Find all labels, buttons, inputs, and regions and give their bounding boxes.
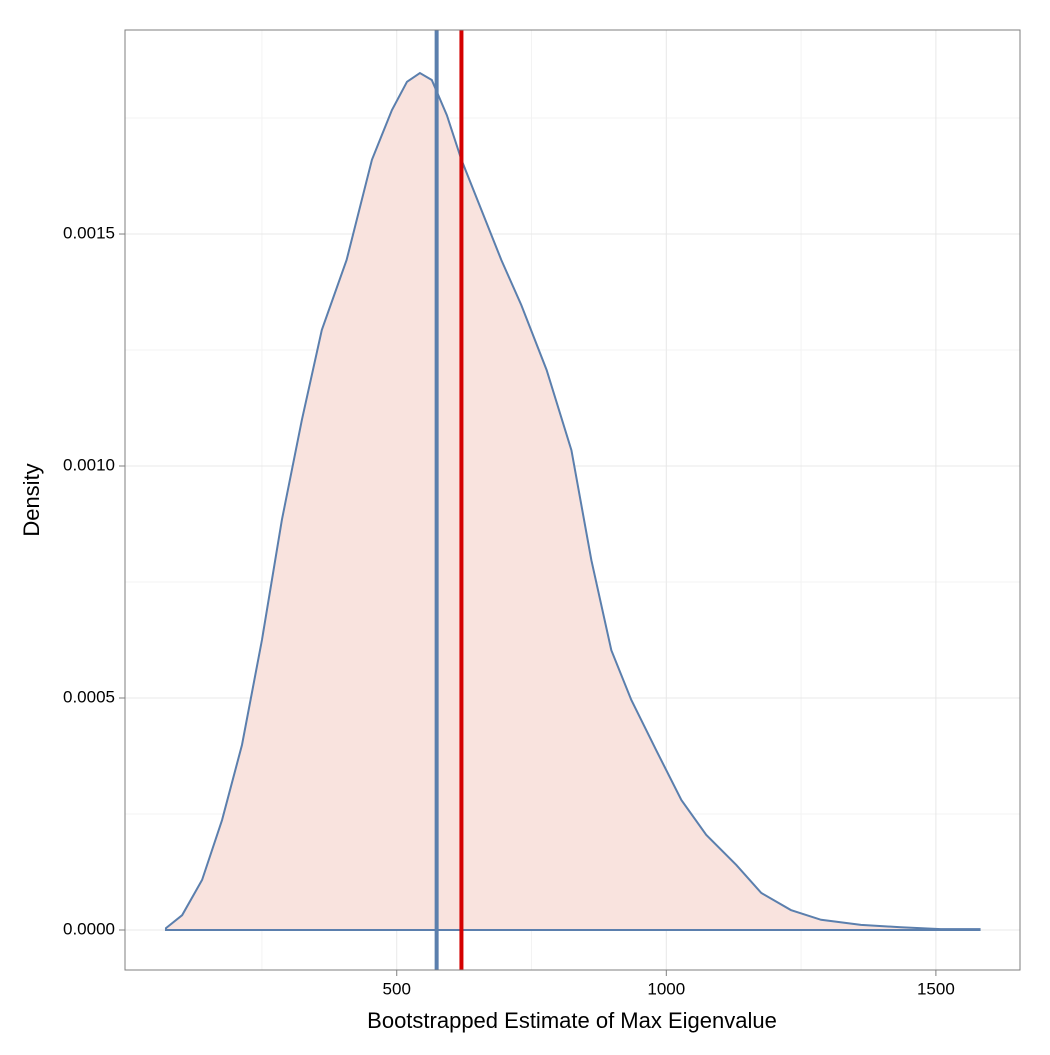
x-tick-label: 1500 (917, 979, 955, 998)
y-tick-label: 0.0000 (63, 919, 115, 938)
y-tick-label: 0.0005 (63, 687, 115, 706)
x-axis-title: Bootstrapped Estimate of Max Eigenvalue (367, 1008, 777, 1033)
x-tick-label: 500 (383, 979, 411, 998)
panel-border (124, 29, 1021, 971)
density-area (164, 71, 981, 932)
y-tick-label: 0.0010 (63, 455, 115, 474)
y-axis-title: Density (19, 463, 44, 536)
y-tick-label: 0.0015 (63, 224, 115, 243)
x-tick-label: 1000 (647, 979, 685, 998)
